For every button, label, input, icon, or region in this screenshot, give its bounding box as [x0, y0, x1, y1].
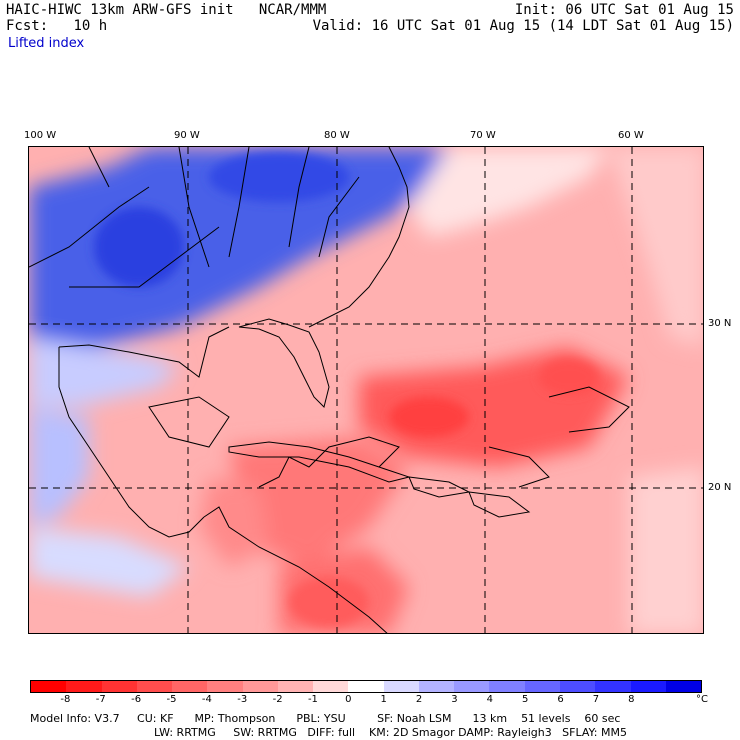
color-scale-segment — [242, 681, 278, 692]
lon-label-80w: 80 W — [324, 130, 350, 141]
color-scale-tick-label: 4 — [486, 694, 493, 705]
color-scale-segment — [454, 681, 490, 692]
color-scale-tick-label: -8 — [60, 694, 71, 705]
color-scale-segment — [348, 681, 384, 692]
model-info-line2: LW: RRTMG SW: RRTMG DIFF: full KM: 2D Sm… — [154, 726, 627, 739]
color-scale-segment — [207, 681, 243, 692]
color-scale-segment — [524, 681, 560, 692]
color-scale-tick-label: 6 — [557, 694, 564, 705]
color-scale-tick-label: 8 — [628, 694, 635, 705]
lon-label-70w: 70 W — [470, 130, 496, 141]
color-scale-unit: °C — [696, 694, 708, 705]
valid-time: Valid: 16 UTC Sat 01 Aug 15 (14 LDT Sat … — [312, 18, 734, 34]
color-scale-tick-label: -6 — [131, 694, 142, 705]
model-title: HAIC-HIWC 13km ARW-GFS init NCAR/MMM — [6, 2, 327, 18]
model-info-line1: Model Info: V3.7 CU: KF MP: Thompson PBL… — [30, 712, 621, 725]
color-scale-tick-label: -7 — [95, 694, 106, 705]
color-scale-tick-label: 2 — [415, 694, 423, 705]
color-scale-segment — [31, 681, 67, 692]
lon-label-100w: 100 W — [24, 130, 57, 141]
color-scale-tick-label: -1 — [307, 694, 318, 705]
color-scale-segment — [277, 681, 314, 692]
color-scale-ticks: -8 -7 -6 -5 -4 -3 -2 -1 0 1 2 3 4 5 6 7 8 — [30, 694, 702, 708]
color-scale-tick-label: -2 — [272, 694, 283, 705]
color-scale-segment — [172, 681, 208, 692]
init-time: Init: 06 UTC Sat 01 Aug 15 — [514, 2, 734, 18]
color-scale-tick-label: 0 — [345, 694, 352, 705]
lon-label-60w: 60 W — [618, 130, 644, 141]
color-scale-segment — [559, 681, 596, 692]
color-scale-tick-label: 1 — [380, 694, 387, 705]
color-scale-bar — [30, 680, 702, 693]
color-scale-segment — [136, 681, 173, 692]
color-scale-tick-label: 5 — [521, 694, 529, 705]
forecast-hour: Fcst: 10 h — [6, 18, 108, 34]
color-scale-tick-label: 7 — [592, 694, 600, 705]
color-scale-segment — [101, 681, 137, 692]
lat-label-20n: 20 N — [708, 482, 732, 493]
color-scale-tick-label: -3 — [237, 694, 248, 705]
lifted-index-map — [28, 146, 704, 634]
color-scale-segment — [630, 681, 666, 692]
color-scale-segment — [383, 681, 419, 692]
lat-label-30n: 30 N — [708, 318, 732, 329]
color-scale-segment — [313, 681, 349, 692]
color-scale-tick-label: -5 — [166, 694, 177, 705]
color-scale-tick-label: -4 — [201, 694, 212, 705]
color-scale-segment — [595, 681, 631, 692]
map-field-plot — [29, 147, 703, 633]
color-scale-tick-label: 3 — [451, 694, 458, 705]
field-name: Lifted index — [8, 36, 85, 51]
lon-label-90w: 90 W — [174, 130, 200, 141]
color-scale-segment — [489, 681, 525, 692]
color-scale-segment — [66, 681, 102, 692]
color-scale-segment — [418, 681, 455, 692]
color-scale-segment — [665, 681, 702, 692]
